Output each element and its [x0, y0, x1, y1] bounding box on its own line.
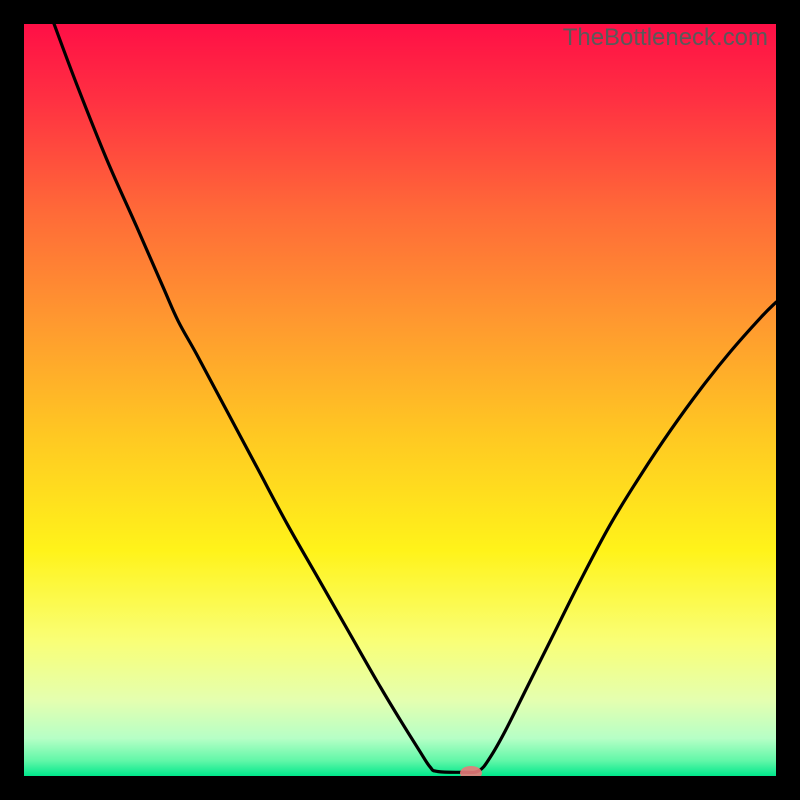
plot-area: TheBottleneck.com: [24, 24, 776, 776]
optimal-point-marker: [460, 766, 482, 776]
watermark-text: TheBottleneck.com: [563, 24, 768, 52]
chart-frame: TheBottleneck.com: [0, 0, 800, 800]
gradient-background: [24, 24, 776, 776]
